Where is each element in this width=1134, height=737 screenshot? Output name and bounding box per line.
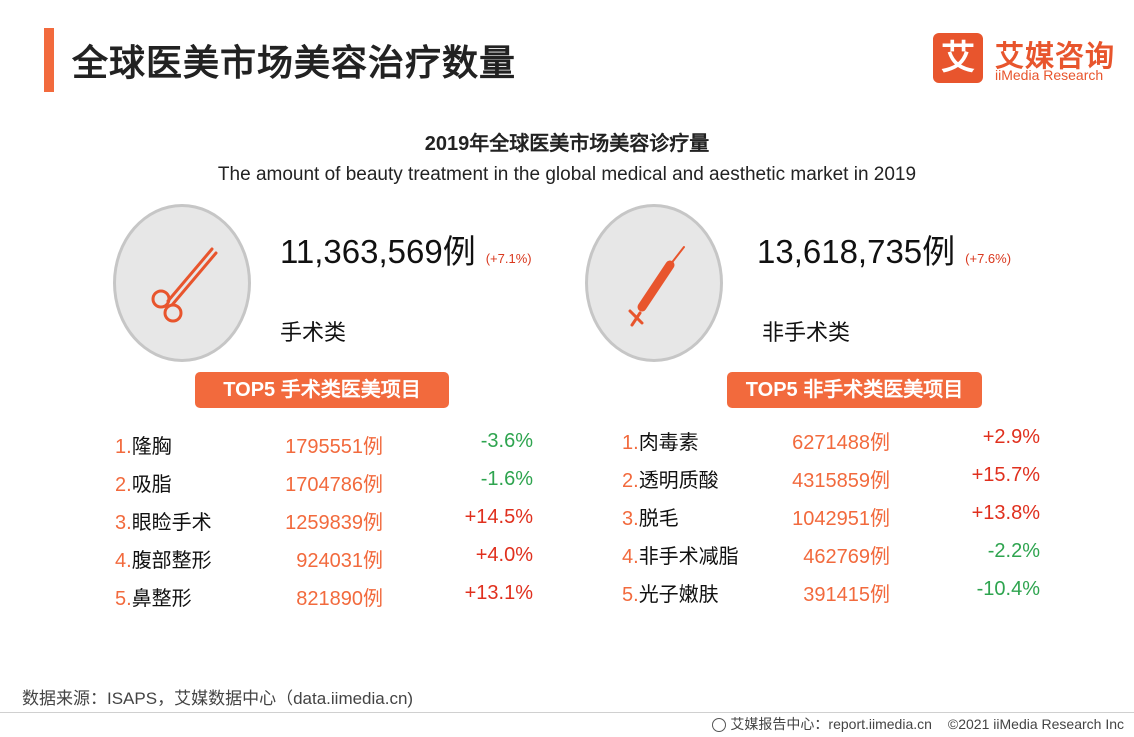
subtitle-en: The amount of beauty treatment in the gl…	[217, 164, 917, 185]
item-change: -1.6%	[480, 468, 533, 490]
list-item: 1.肉毒素 6271488例 +2.9%	[622, 426, 1042, 456]
non-surgical-total: 13,618,735例 (+7.6%)	[757, 225, 1011, 273]
item-name: 腹部整形	[131, 550, 212, 572]
item-rank: 2.	[115, 474, 132, 496]
non-surgical-label: 非手术类	[762, 320, 851, 345]
item-name: 非手术减脂	[638, 546, 739, 568]
item-rank: 3.	[622, 508, 639, 530]
subtitle-cn: 2019年全球医美市场美容诊疗量	[424, 133, 710, 155]
item-rank: 4.	[622, 546, 639, 568]
item-count: 924031例	[296, 550, 383, 572]
list-item: 4.非手术减脂 462769例 -2.2%	[622, 540, 1042, 570]
data-source-note: 数据来源：ISAPS，艾媒数据中心（data.iimedia.cn)	[22, 689, 414, 708]
syringe-icon	[628, 246, 685, 327]
non-surgical-icon-circle	[585, 204, 723, 362]
item-change: +13.1%	[464, 582, 533, 604]
item-rank: 2.	[622, 470, 639, 492]
footer-site-link[interactable]: 艾媒报告中心：report.iimedia.cn	[730, 716, 932, 732]
surgical-total-change: (+7.1%)	[485, 251, 532, 266]
item-rank: 3.	[115, 512, 132, 534]
title-accent-bar	[44, 28, 54, 92]
item-change: +13.8%	[971, 502, 1040, 524]
logo-cn-text: 艾媒咨询	[995, 41, 1116, 73]
list-item: 5.鼻整形 821890例 +13.1%	[115, 582, 535, 612]
scissors-icon	[151, 247, 218, 323]
surgical-total: 11,363,569例 (+7.1%)	[280, 225, 532, 273]
item-rank: 1.	[622, 432, 639, 454]
surgical-total-value: 11,363,569例	[280, 233, 476, 270]
item-count: 462769例	[803, 546, 890, 568]
globe-icon	[712, 718, 727, 732]
item-change: -3.6%	[480, 430, 533, 452]
surgical-top5-list: 1.隆胸 1795551例 -3.6% 2.吸脂 1704786例 -1.6% …	[115, 430, 535, 620]
non-surgical-top5-list: 1.肉毒素 6271488例 +2.9% 2.透明质酸 4315859例 +15…	[622, 426, 1042, 616]
non-surgical-total-value: 13,618,735例	[757, 233, 956, 270]
list-item: 4.腹部整形 924031例 +4.0%	[115, 544, 535, 574]
item-name: 肉毒素	[638, 432, 699, 454]
list-item: 3.眼睑手术 1259839例 +14.5%	[115, 506, 535, 536]
surgical-top5-title: TOP5 手术类医美项目	[195, 372, 449, 408]
non-surgical-top5-title: TOP5 非手术类医美项目	[727, 372, 982, 408]
footer-divider	[0, 712, 1134, 713]
item-count: 391415例	[803, 584, 890, 606]
item-name: 吸脂	[131, 474, 172, 496]
item-name: 脱毛	[638, 508, 679, 530]
item-rank: 1.	[115, 436, 132, 458]
footer-copyright: ©2021 iiMedia Research Inc	[947, 716, 1124, 732]
item-count: 1795551例	[285, 436, 383, 458]
list-item: 5.光子嫩肤 391415例 -10.4%	[622, 578, 1042, 608]
item-name: 隆胸	[131, 436, 172, 458]
item-count: 4315859例	[792, 470, 890, 492]
surgical-icon-circle	[113, 204, 251, 362]
logo-en-text: iiMedia Research	[995, 67, 1104, 83]
list-item: 1.隆胸 1795551例 -3.6%	[115, 430, 535, 460]
item-count: 1704786例	[285, 474, 383, 496]
footer: 艾媒报告中心：report.iimedia.cn ©2021 iiMedia Re…	[712, 714, 1124, 734]
item-rank: 4.	[115, 550, 132, 572]
item-change: -10.4%	[976, 578, 1040, 600]
page-title: 全球医美市场美容治疗数量	[72, 42, 517, 83]
item-change: +4.0%	[475, 544, 533, 566]
item-count: 6271488例	[792, 432, 890, 454]
item-name: 光子嫩肤	[638, 584, 719, 606]
item-change: +2.9%	[982, 426, 1040, 448]
item-count: 821890例	[296, 588, 383, 610]
item-change: +14.5%	[464, 506, 533, 528]
item-name: 眼睑手术	[131, 512, 212, 534]
item-name: 透明质酸	[638, 470, 719, 492]
item-change: +15.7%	[971, 464, 1040, 486]
surgical-label: 手术类	[280, 320, 347, 345]
iimedia-logo: 艾 艾媒咨询 iiMedia Research	[933, 33, 1123, 85]
list-item: 2.吸脂 1704786例 -1.6%	[115, 468, 535, 498]
item-change: -2.2%	[987, 540, 1040, 562]
list-item: 2.透明质酸 4315859例 +15.7%	[622, 464, 1042, 494]
item-rank: 5.	[622, 584, 639, 606]
item-count: 1042951例	[792, 508, 890, 530]
item-name: 鼻整形	[131, 588, 192, 610]
logo-mark: 艾	[933, 33, 983, 83]
list-item: 3.脱毛 1042951例 +13.8%	[622, 502, 1042, 532]
non-surgical-total-change: (+7.6%)	[965, 251, 1012, 266]
item-rank: 5.	[115, 588, 132, 610]
item-count: 1259839例	[285, 512, 383, 534]
